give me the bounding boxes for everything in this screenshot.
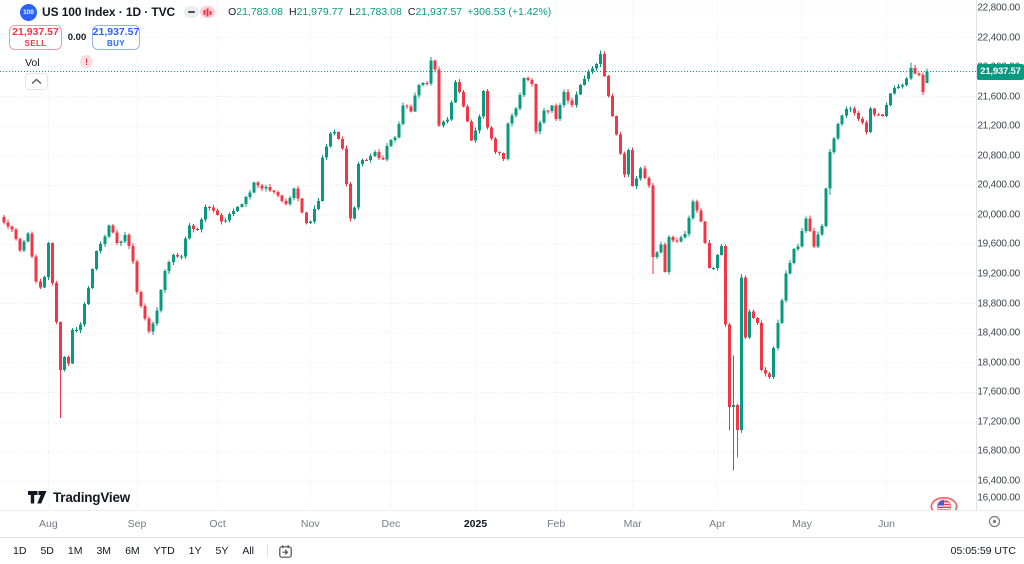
price-axis-label: 20,400.00: [977, 179, 1020, 191]
range-button-1m[interactable]: 1M: [65, 543, 86, 559]
tradingview-logo-text: TradingView: [53, 490, 131, 505]
scale-settings-button[interactable]: [988, 515, 1001, 533]
time-scale[interactable]: Aug Sep Oct Nov Dec 2025 Feb Mar Apr May Jun: [0, 510, 1024, 537]
open-label: O: [228, 6, 237, 18]
price-axis-label: 18,800.00: [977, 298, 1020, 310]
price-axis-label: 21,200.00: [977, 120, 1020, 132]
candles-icon: [203, 8, 212, 16]
bottom-toolbar: 1D 5D 1M 3M 6M YTD 1Y 5Y All 05:05:59 UTC: [0, 537, 1024, 564]
symbol-logo-icon: 100: [20, 3, 37, 21]
time-axis-label: Aug: [38, 518, 58, 530]
chart-canvas[interactable]: 100 US 100 Index · 1D · TVC: [0, 0, 976, 510]
minus-icon: [188, 11, 196, 13]
price-axis-label: 20,800.00: [977, 150, 1020, 162]
open-value: 21,783.08: [236, 6, 283, 18]
low-value: 21,783.08: [355, 6, 402, 18]
time-axis-label: 2025: [463, 518, 488, 530]
price-axis-label: 21,600.00: [977, 91, 1020, 103]
range-button-5y[interactable]: 5Y: [213, 543, 232, 559]
price-axis-label: 22,800.00: [977, 2, 1020, 14]
low-label: L: [349, 6, 356, 18]
price-axis-label: 20,000.00: [977, 209, 1020, 221]
price-axis-label: 16,000.00: [977, 492, 1020, 504]
price-axis-label: 17,600.00: [977, 386, 1020, 398]
close-label: C: [407, 6, 416, 18]
go-to-date-button[interactable]: [276, 542, 295, 561]
clock-utc[interactable]: 05:05:59 UTC: [950, 545, 1016, 557]
sell-price: 21,937.57: [12, 26, 59, 39]
range-button-ytd[interactable]: YTD: [151, 543, 178, 559]
candlestick-chart: [0, 0, 976, 510]
trade-panel: 21,937.57 SELL 0.00 21,937.57 BUY: [9, 25, 551, 50]
price-scale[interactable]: 21,937.57 22,800.0022,400.0022,000.0021,…: [976, 0, 1024, 510]
time-axis-label: Oct: [209, 518, 226, 530]
time-axis-label: Dec: [381, 518, 401, 530]
price-axis-label: 16,800.00: [977, 445, 1020, 457]
line-style-button[interactable]: [184, 6, 200, 18]
price-axis-label: 19,600.00: [977, 238, 1020, 250]
volume-indicator-row: Vol !: [25, 55, 551, 69]
ohlc-values: O 21,783.08 H 21,979.77 L 21,783.08 C 21…: [228, 6, 551, 18]
symbol-title[interactable]: US 100 Index · 1D · TVC: [42, 5, 176, 19]
range-button-3m[interactable]: 3M: [93, 543, 114, 559]
range-button-all[interactable]: All: [239, 543, 257, 559]
sell-label: SELL: [24, 38, 47, 48]
high-label: H: [288, 6, 297, 18]
tradingview-mark-icon: [28, 491, 47, 504]
time-axis-label: Nov: [300, 518, 320, 530]
sell-button[interactable]: 21,937.57 SELL: [9, 25, 62, 50]
tradingview-logo[interactable]: TradingView: [28, 490, 130, 505]
close-value: 21,937.57: [415, 6, 463, 18]
range-button-5d[interactable]: 5D: [37, 543, 56, 559]
last-price-tag: 21,937.57: [977, 63, 1024, 80]
price-axis-label: 19,200.00: [977, 268, 1020, 280]
scale-settings-icon: [988, 515, 1001, 528]
buy-label: BUY: [106, 38, 126, 48]
range-button-6m[interactable]: 6M: [122, 543, 143, 559]
volume-warning-icon[interactable]: !: [80, 55, 93, 68]
price-axis-label: 16,400.00: [977, 475, 1020, 487]
symbol-row: 100 US 100 Index · 1D · TVC: [20, 3, 551, 21]
chart-legend: 100 US 100 Index · 1D · TVC: [9, 3, 551, 90]
legend-style-toggle: [184, 6, 216, 18]
price-axis-label: 22,400.00: [977, 32, 1020, 44]
spread-value: 0.00: [67, 32, 87, 43]
high-value: 21,979.77: [296, 6, 344, 18]
time-axis-label: Jun: [878, 518, 896, 530]
change-value: +306.53 (+1.42%): [467, 6, 552, 18]
date-range-switcher: 1D 5D 1M 3M 6M YTD 1Y 5Y All: [10, 543, 265, 559]
buy-price: 21,937.57: [92, 26, 140, 39]
volume-indicator-label: Vol: [25, 56, 40, 69]
buy-button[interactable]: 21,937.57 BUY: [92, 25, 140, 50]
price-axis-label: 17,200.00: [977, 416, 1020, 428]
time-axis-label: Sep: [127, 518, 147, 530]
range-button-1y[interactable]: 1Y: [186, 543, 205, 559]
chevron-up-icon: [31, 78, 42, 85]
pane-collapse-button[interactable]: [25, 73, 48, 90]
toolbar-divider: [267, 544, 269, 558]
us-flag-sticker-icon: [930, 496, 958, 510]
time-axis-label: Apr: [709, 518, 726, 530]
time-axis-label: Mar: [623, 518, 642, 530]
candles-style-button[interactable]: [200, 6, 216, 18]
time-axis-label: Feb: [547, 518, 566, 530]
range-button-1d[interactable]: 1D: [10, 543, 29, 559]
price-axis-label: 18,000.00: [977, 357, 1020, 369]
time-axis-label: May: [792, 518, 812, 530]
calendar-icon: [279, 544, 292, 558]
price-axis-label: 18,400.00: [977, 327, 1020, 339]
